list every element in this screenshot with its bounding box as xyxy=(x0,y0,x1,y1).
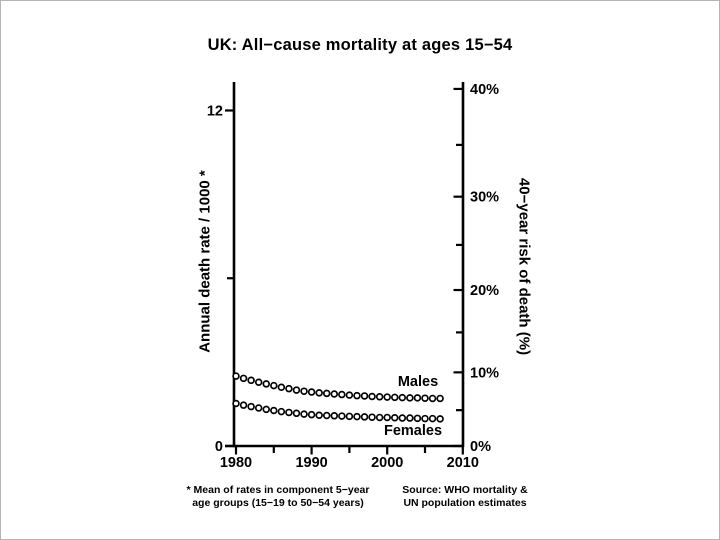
data-point-females xyxy=(292,409,301,418)
data-point-males xyxy=(277,383,286,392)
data-point-females xyxy=(232,399,240,408)
data-point-males xyxy=(307,388,316,396)
data-point-females xyxy=(270,406,278,415)
data-point-males xyxy=(383,393,391,401)
data-point-males xyxy=(406,394,414,402)
data-point-females xyxy=(307,410,316,419)
data-point-females xyxy=(421,414,429,423)
data-point-females xyxy=(254,404,263,412)
right-axis-tick-label: 40% xyxy=(470,82,499,98)
x-axis-tick-label: 1980 xyxy=(220,455,252,471)
data-point-females xyxy=(353,412,361,421)
data-point-females xyxy=(247,402,255,411)
data-point-females xyxy=(383,413,391,422)
data-point-males xyxy=(292,386,301,394)
right-axis-tick-label: 30% xyxy=(470,190,499,206)
series-label-females: Females xyxy=(383,423,443,439)
right-axis-tick-label: 0% xyxy=(470,439,491,455)
data-point-males xyxy=(247,376,255,385)
data-point-females xyxy=(391,414,399,422)
data-point-females xyxy=(360,413,369,421)
data-point-females xyxy=(239,401,248,409)
data-point-females xyxy=(338,412,346,420)
data-point-males xyxy=(398,393,407,402)
data-point-males xyxy=(254,378,263,387)
data-point-males xyxy=(338,390,346,399)
data-point-females xyxy=(285,408,293,417)
data-point-males xyxy=(391,393,399,402)
data-point-males xyxy=(421,394,429,402)
x-axis-tick-label: 2010 xyxy=(447,455,479,471)
data-point-males xyxy=(300,387,308,395)
data-point-males xyxy=(322,389,331,398)
right-axis-tick-label: 10% xyxy=(470,365,499,381)
footnote-definition: * Mean of rates in component 5−year age … xyxy=(148,484,408,510)
data-point-females xyxy=(436,415,444,423)
data-point-males xyxy=(330,390,339,398)
data-point-males xyxy=(436,394,444,403)
footnote-source: Source: WHO mortality & UN population es… xyxy=(365,484,565,510)
left-axis-tick-label: 0 xyxy=(215,439,223,455)
data-point-males xyxy=(232,372,240,380)
footnote-source-line1: Source: WHO mortality & xyxy=(402,484,528,496)
data-point-females xyxy=(413,414,422,423)
data-point-males xyxy=(315,389,323,397)
data-point-males xyxy=(262,380,270,388)
x-axis-tick-label: 1990 xyxy=(295,455,327,471)
data-point-females xyxy=(322,411,331,420)
left-axis-tick-label: 12 xyxy=(207,103,223,119)
data-point-females xyxy=(428,414,437,423)
data-point-females xyxy=(277,407,286,416)
data-point-females xyxy=(398,414,407,422)
data-point-males xyxy=(270,381,278,390)
data-point-females xyxy=(406,414,414,422)
data-point-females xyxy=(262,405,270,414)
data-point-females xyxy=(315,411,323,419)
data-point-females xyxy=(375,413,384,422)
data-point-females xyxy=(368,413,376,421)
footnote-definition-line1: * Mean of rates in component 5−year xyxy=(186,484,370,496)
series-label-males: Males xyxy=(397,374,439,390)
right-axis-tick-label: 20% xyxy=(470,283,499,299)
data-point-males xyxy=(353,391,361,400)
data-point-females xyxy=(300,410,308,418)
data-point-males xyxy=(428,394,437,403)
data-point-males xyxy=(285,384,293,393)
data-point-males xyxy=(413,394,422,402)
footnote-source-line2: UN population estimates xyxy=(403,497,527,509)
data-point-males xyxy=(239,374,248,383)
data-point-females xyxy=(345,412,354,421)
data-point-males xyxy=(360,392,369,400)
data-point-males xyxy=(345,391,354,399)
footnote-definition-line2: age groups (15−19 to 50−54 years) xyxy=(192,497,364,509)
data-point-females xyxy=(330,412,339,420)
data-point-males xyxy=(375,393,384,401)
x-axis-tick-label: 2000 xyxy=(371,455,403,471)
chart-title: UK: All−cause mortality at ages 15−54 xyxy=(207,36,513,54)
data-point-males xyxy=(368,392,376,401)
